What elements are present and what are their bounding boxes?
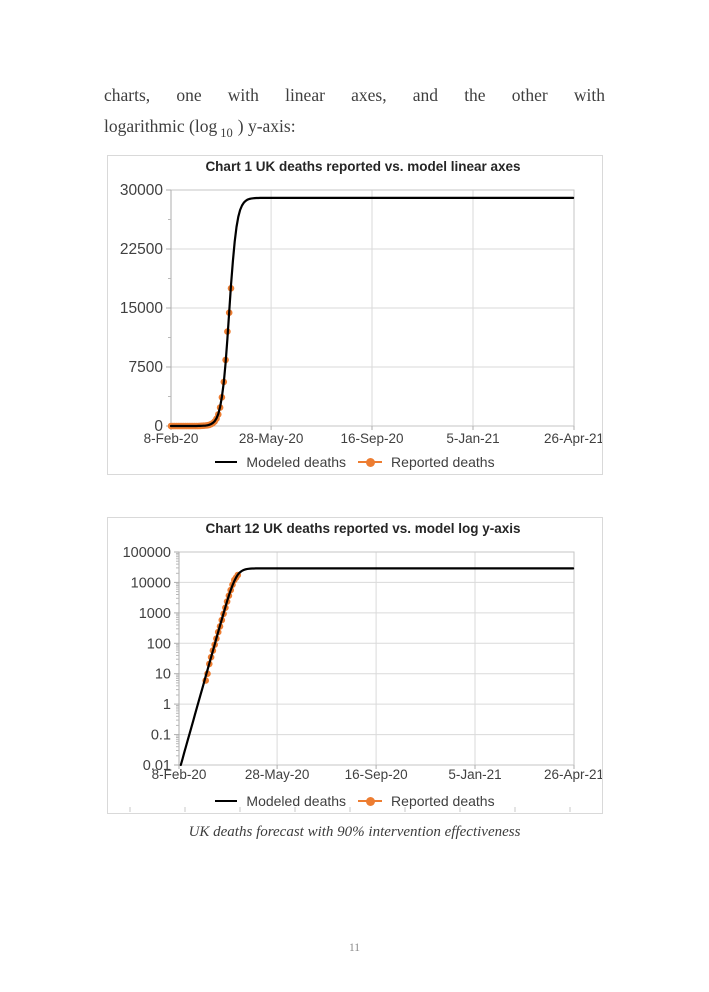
page-number: 11: [348, 942, 361, 954]
svg-text:8-Feb-20: 8-Feb-20: [144, 431, 199, 446]
body-text-line-2: logarithmic (log 10) y-axis:: [104, 116, 296, 140]
chart1-title: Chart 1 UK deaths reported vs. model lin…: [205, 159, 521, 174]
body-text-line-1: charts, one with linear axes, and the ot…: [104, 85, 605, 105]
svg-text:16-Sep-20: 16-Sep-20: [340, 431, 403, 446]
modeled-line-swatch: [215, 461, 238, 463]
svg-text:15000: 15000: [120, 300, 163, 317]
svg-text:28-May-20: 28-May-20: [239, 431, 304, 446]
legend-modeled-deaths: Modeled deaths: [215, 793, 346, 809]
chart1-plot-area: 0 7500 15000 22500 30000 8-Feb-20 28-May-20 16-…: [120, 182, 602, 446]
svg-text:100000: 100000: [123, 545, 171, 561]
svg-text:7500: 7500: [129, 359, 164, 376]
svg-text:5-Jan-21: 5-Jan-21: [448, 767, 501, 782]
legend-reported-deaths: Reported deaths: [358, 793, 495, 809]
chart1-legend: Modeled deaths Reported deaths: [108, 454, 602, 470]
legend-reported-label: Reported deaths: [391, 454, 495, 470]
svg-text:100: 100: [147, 636, 171, 652]
reported-marker-swatch: [358, 796, 383, 807]
svg-text:16-Sep-20: 16-Sep-20: [345, 767, 408, 782]
legend-modeled-label: Modeled deaths: [246, 454, 347, 470]
legend-modeled-label: Modeled deaths: [246, 793, 347, 809]
linear-axes-chart: Chart 1 UK deaths reported vs. model lin…: [107, 155, 603, 475]
log-subscript: 10: [220, 125, 233, 140]
svg-text:0.01: 0.01: [143, 758, 171, 774]
figure-caption: UK deaths forecast with 90% intervention…: [188, 824, 521, 840]
legend-reported-label: Reported deaths: [391, 793, 495, 809]
svg-text:30000: 30000: [120, 182, 163, 199]
svg-text:10000: 10000: [131, 575, 171, 591]
legend-modeled-deaths: Modeled deaths: [215, 454, 346, 470]
legend-reported-deaths: Reported deaths: [358, 454, 495, 470]
svg-text:8-Feb-20: 8-Feb-20: [152, 767, 207, 782]
svg-text:1: 1: [163, 697, 171, 713]
reported-marker-swatch: [358, 457, 383, 468]
svg-text:26-Apr-21: 26-Apr-21: [544, 431, 602, 446]
chart2-legend: Modeled deaths Reported deaths: [108, 793, 602, 809]
svg-text:1000: 1000: [139, 606, 171, 622]
modeled-line-swatch: [215, 800, 238, 802]
body-text: charts, one with linear axes, and the ot…: [104, 80, 605, 149]
chart2-plot-area: 0.01 0.1 1 10 100 1000 10000 100000 8-Feb-20 28-M…: [123, 545, 602, 812]
chart2-title: Chart 12 UK deaths reported vs. model lo…: [205, 521, 521, 536]
svg-text:0: 0: [154, 418, 163, 435]
svg-text:26-Apr-21: 26-Apr-21: [544, 767, 602, 782]
svg-text:22500: 22500: [120, 241, 163, 258]
svg-text:0.1: 0.1: [151, 728, 171, 744]
svg-text:10: 10: [155, 667, 171, 683]
svg-text:28-May-20: 28-May-20: [245, 767, 310, 782]
svg-text:5-Jan-21: 5-Jan-21: [446, 431, 499, 446]
log-axis-chart: Chart 12 UK deaths reported vs. model lo…: [107, 517, 603, 814]
